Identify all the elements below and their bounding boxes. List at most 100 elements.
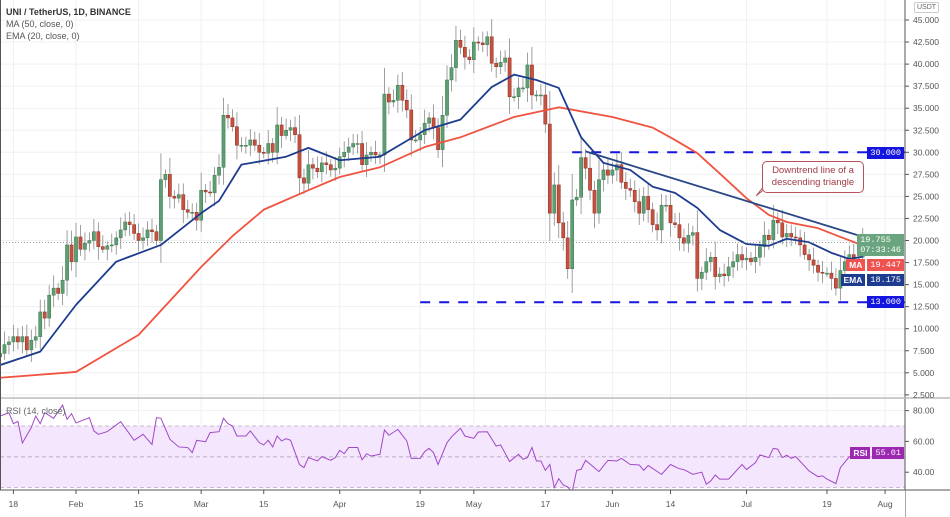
candle [235, 112, 239, 160]
candle-body [324, 162, 329, 165]
candle-body [252, 139, 257, 146]
candle-body [360, 143, 364, 165]
candle [588, 151, 592, 201]
candle-body [413, 139, 418, 142]
candle-body [270, 143, 275, 153]
candle [655, 212, 659, 241]
candle-body [42, 311, 47, 319]
candle [673, 213, 677, 229]
candle [664, 194, 668, 212]
candle-body [114, 237, 119, 246]
candle [369, 146, 373, 162]
candle [185, 199, 190, 219]
y-tick-label: 12.500 [913, 302, 939, 312]
candle [802, 231, 807, 260]
candle [33, 325, 38, 348]
candle [176, 183, 181, 203]
candle-body [244, 144, 248, 147]
candle [798, 229, 802, 257]
candle-body [105, 245, 110, 250]
candle-body [521, 87, 525, 90]
candle [767, 229, 771, 250]
grid [0, 0, 905, 490]
candle [159, 153, 163, 263]
rsi-y-tick-label: 60.00 [913, 436, 935, 446]
y-tick-label: 42.500 [913, 37, 939, 47]
candle [458, 29, 463, 55]
candle [172, 190, 177, 209]
candle [409, 94, 414, 157]
candle-body [203, 189, 208, 193]
candle [606, 157, 610, 185]
candle [78, 225, 83, 256]
candle [315, 156, 320, 178]
candle-body [561, 222, 566, 239]
candle [328, 159, 333, 177]
candle [302, 168, 306, 195]
x-tick-label: 15 [134, 499, 144, 509]
candle-body [767, 234, 771, 240]
candle [136, 223, 141, 252]
candle-body [539, 94, 543, 97]
candle [440, 95, 445, 168]
candle [503, 50, 507, 72]
candle [47, 285, 52, 327]
rsi-panel [0, 403, 905, 493]
candle [592, 180, 597, 229]
candle [682, 228, 686, 252]
candle-body [328, 164, 333, 171]
candle [83, 232, 87, 261]
candle [382, 67, 387, 172]
candle-body [780, 222, 785, 238]
candle-body [735, 254, 740, 262]
candle-body [364, 154, 369, 165]
candle-body [427, 117, 431, 124]
candle [92, 219, 96, 250]
candle-body [458, 40, 463, 48]
annotation-line-2: descending triangle [771, 177, 855, 188]
y-tick-label: 37.500 [913, 81, 939, 91]
currency-label[interactable]: USDT [914, 2, 940, 13]
candle-body [485, 36, 490, 45]
candle-body [78, 236, 83, 250]
last-price-value: 19.755 [860, 235, 891, 245]
candle [628, 178, 633, 197]
candle [60, 266, 65, 306]
candle-body [302, 177, 306, 184]
candle-body [583, 157, 588, 169]
candle [677, 212, 682, 251]
candle-body [436, 127, 440, 150]
ma-legend: MA (50, close, 0) [6, 19, 74, 29]
candle [333, 156, 338, 181]
candle [422, 109, 427, 145]
candle-body [677, 224, 682, 239]
candle-body [96, 231, 101, 247]
y-tick-label: 35.000 [913, 103, 939, 113]
candle-body [646, 196, 651, 210]
candle [203, 184, 208, 203]
candle-body [597, 179, 601, 214]
candle [20, 325, 25, 354]
candle [2, 331, 7, 360]
rsi-tag: RSI [850, 447, 871, 459]
candle [248, 129, 253, 156]
candle [713, 241, 718, 290]
y-tick-label: 27.500 [913, 169, 939, 179]
candle [208, 180, 212, 197]
candle-body [261, 152, 266, 154]
candle [829, 261, 834, 291]
candle [445, 65, 449, 128]
candle-body [342, 152, 347, 157]
candle-body [784, 233, 789, 238]
candle-body [118, 229, 123, 239]
candle [623, 172, 628, 201]
candle [485, 31, 490, 57]
candle [65, 230, 69, 297]
candle [498, 50, 503, 74]
candle-body [476, 41, 481, 44]
rsi-line [0, 403, 864, 493]
candle-body [208, 191, 212, 194]
candle [735, 243, 740, 271]
candle [351, 133, 355, 155]
